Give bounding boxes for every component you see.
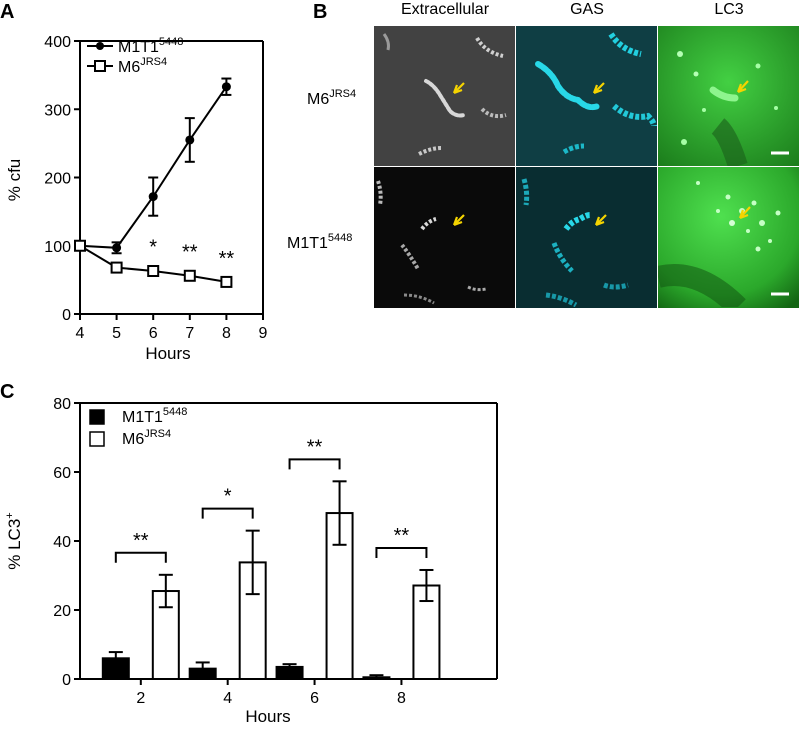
legend-label-m6: M6JRS4	[122, 428, 171, 448]
significance-bracket	[201, 507, 254, 519]
arrow-icon	[452, 82, 465, 95]
panel-a-x-axis-label: Hours	[145, 344, 190, 363]
y-tick-label: 60	[53, 465, 71, 482]
data-point-m1t1	[112, 243, 122, 253]
x-tick-label: 7	[185, 325, 194, 342]
legend-label-m1t1: M1T15448	[118, 36, 183, 56]
arrow-icon	[452, 214, 465, 227]
row-label-m1t1: M1T15448	[287, 232, 352, 252]
arrow-icon	[594, 214, 607, 227]
micrograph-m6-extracellular	[374, 26, 515, 166]
panel-c-y-axis-label: % LC3+	[4, 512, 24, 569]
y-tick-label: 0	[62, 307, 71, 324]
micrograph-m1t1-lc3	[658, 167, 799, 308]
data-point-m6	[183, 269, 196, 282]
panel-letter-c: C	[0, 381, 14, 403]
data-point-m1t1	[221, 82, 231, 92]
arrow-icon	[592, 82, 605, 95]
data-point-m1t1	[185, 135, 195, 145]
legend-swatch-m6	[89, 431, 105, 447]
data-point-m6	[110, 261, 123, 274]
column-header-gas: GAS	[570, 1, 604, 18]
y-tick-label: 300	[44, 102, 71, 119]
panel-b-micrograph-grid: Extracellular GAS LC3 M6JRS4 M1T15448	[287, 1, 799, 308]
legend-marker-m6	[94, 60, 106, 72]
micrograph-m1t1-extracellular	[374, 167, 515, 308]
y-tick-label: 20	[53, 603, 71, 620]
data-point-m6	[147, 265, 160, 278]
x-tick-label: 4	[76, 325, 85, 342]
data-point-m6	[220, 275, 233, 288]
series-line-0	[79, 86, 228, 249]
data-point-m1t1	[148, 192, 158, 202]
arrow-icon	[736, 80, 749, 94]
y-tick-label: 400	[44, 34, 71, 51]
x-tick-label: 6	[310, 690, 319, 707]
legend-marker-m1t1	[96, 42, 104, 50]
y-tick-label: 80	[53, 396, 71, 413]
column-header-extracellular: Extracellular	[401, 1, 490, 18]
y-tick-label: 0	[62, 672, 71, 689]
x-tick-label: 2	[136, 690, 145, 707]
significance-bracket	[114, 551, 167, 563]
x-tick-label: 8	[222, 325, 231, 342]
row-label-m6: M6JRS4	[307, 88, 356, 108]
x-tick-label: 9	[259, 325, 268, 342]
significance-marker: **	[219, 248, 235, 270]
arrow-icon	[738, 206, 751, 220]
column-header-lc3: LC3	[714, 1, 743, 18]
micrograph-m6-gas	[516, 26, 657, 166]
significance-marker: *	[149, 237, 157, 259]
x-tick-label: 8	[397, 690, 406, 707]
significance-marker: **	[394, 525, 410, 547]
x-tick-label: 5	[112, 325, 121, 342]
significance-marker: **	[182, 241, 198, 263]
y-tick-label: 100	[44, 239, 71, 256]
significance-marker: **	[307, 436, 323, 458]
y-tick-label: 200	[44, 171, 71, 188]
x-tick-label: 6	[149, 325, 158, 342]
y-tick-label: 40	[53, 534, 71, 551]
x-tick-label: 4	[223, 690, 232, 707]
panel-a-y-axis-label: % cfu	[5, 159, 24, 202]
panel-c-legend: M1T15448 M6JRS4	[89, 406, 187, 448]
micrograph-m1t1-gas	[516, 167, 657, 308]
significance-marker: *	[224, 486, 232, 508]
panel-c-x-axis-label: Hours	[245, 707, 290, 726]
panel-letter-a: A	[0, 1, 14, 23]
significance-bracket	[288, 458, 341, 470]
legend-label-m1t1: M1T15448	[122, 406, 187, 426]
panel-a-legend: M1T15448 M6JRS4	[87, 36, 183, 76]
legend-label-m6: M6JRS4	[118, 56, 167, 76]
micrograph-m6-lc3	[658, 26, 799, 166]
panel-letter-b: B	[313, 1, 327, 23]
significance-marker: **	[133, 530, 149, 552]
legend-swatch-m1t1	[89, 409, 105, 425]
significance-bracket	[375, 546, 428, 558]
data-point-m6	[74, 239, 86, 252]
